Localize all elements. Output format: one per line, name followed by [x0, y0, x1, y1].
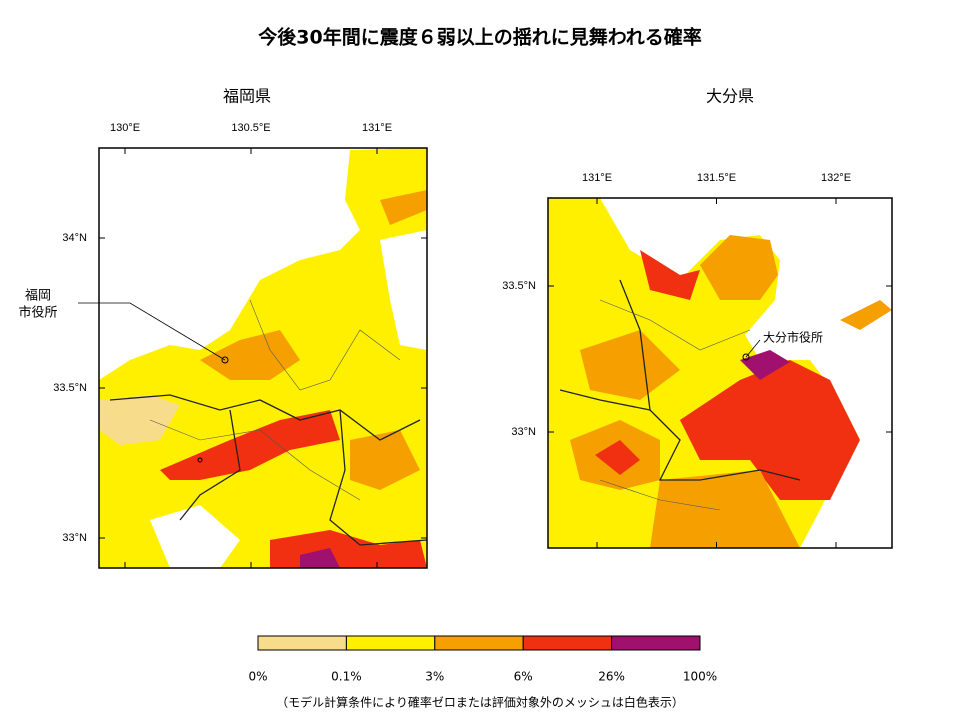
fukuoka-map: [99, 148, 427, 568]
y-tick-label: 34°N: [62, 232, 87, 244]
y-tick-label: 33°N: [511, 426, 536, 438]
legend-label: 0.1%: [331, 670, 362, 684]
legend-swatch: [522, 635, 613, 651]
annotation: 福岡: [25, 289, 51, 304]
x-tick-label: 130°E: [110, 122, 140, 134]
legend-label: 0%: [248, 670, 267, 684]
y-tick-label: 33°N: [62, 532, 87, 544]
callout-line: [745, 339, 761, 358]
legend-swatch: [434, 635, 524, 651]
callout-line: [78, 302, 226, 361]
legend-swatch: [611, 635, 701, 651]
legend-swatch: [345, 635, 436, 651]
map-frame: [547, 197, 893, 549]
legend-label: 3%: [425, 670, 444, 684]
y-tick-label: 33.5°N: [53, 382, 87, 394]
x-tick-label: 131.5°E: [697, 172, 736, 184]
title: 今後30年間に震度６弱以上の揺れに見舞われる確率: [257, 26, 702, 49]
legend-label: 100%: [683, 670, 717, 684]
annotation: 大分市役所: [763, 330, 823, 345]
legend-label: 26%: [598, 670, 625, 684]
x-tick-label: 131°E: [362, 122, 392, 134]
map-title: 福岡県: [223, 87, 271, 106]
x-tick-label: 132°E: [821, 172, 851, 184]
annotation: 市役所: [18, 305, 57, 321]
map-frame: [98, 147, 428, 569]
x-tick-label: 130.5°E: [231, 122, 270, 134]
legend-label: 6%: [514, 670, 533, 684]
legend-swatch: [257, 635, 347, 651]
note: （モデル計算条件により確率ゼロまたは評価対象外のメッシュは白色表示）: [276, 695, 684, 710]
y-tick-label: 33.5°N: [502, 280, 536, 292]
map-title: 大分県: [706, 87, 754, 106]
x-tick-label: 131°E: [582, 172, 612, 184]
oita-map: [548, 198, 892, 548]
